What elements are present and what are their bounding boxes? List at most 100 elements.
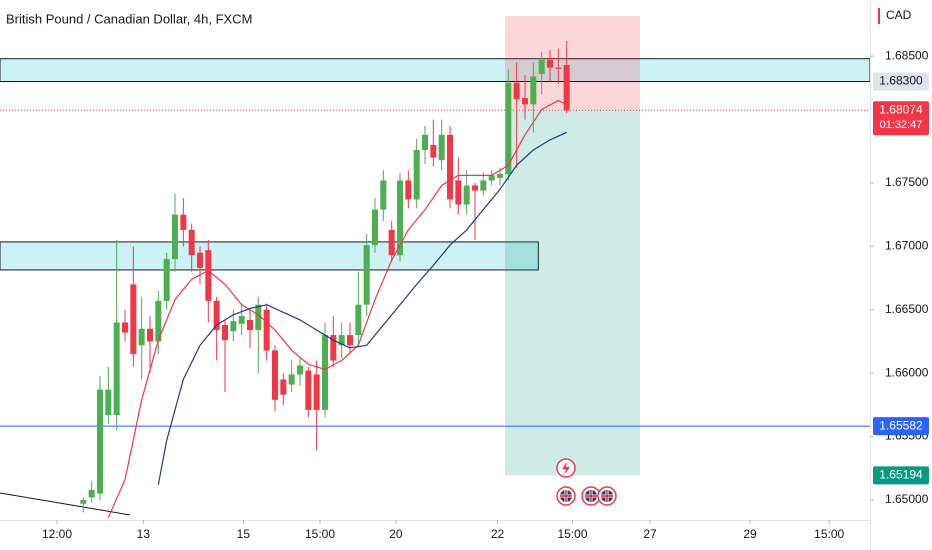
stop-area	[505, 15, 640, 111]
currency-marker	[878, 8, 880, 24]
candle-body	[272, 350, 278, 400]
candle-body	[80, 499, 87, 504]
candle-body	[430, 144, 437, 158]
candle-body	[122, 322, 128, 333]
candle-body	[563, 65, 570, 111]
candle-body	[205, 250, 212, 301]
candle-body	[347, 335, 353, 346]
x-tick-label: 13	[137, 527, 151, 541]
candle-body	[305, 370, 312, 410]
y-tick-label: 1.66000	[885, 365, 929, 379]
chart-title: British Pound / Canadian Dollar, 4h, FXC…	[6, 11, 252, 26]
y-tick-label: 1.66500	[885, 302, 929, 316]
last-price-label: 1.68074	[879, 102, 923, 116]
candle-body	[480, 180, 487, 191]
candle-body	[155, 300, 162, 342]
candle-body	[138, 328, 145, 346]
lightning	[562, 462, 570, 475]
candle-body	[380, 180, 387, 210]
currency-label[interactable]: CAD	[886, 8, 912, 22]
target-badge	[873, 466, 929, 485]
candle-body	[130, 284, 137, 355]
candle-body	[322, 335, 328, 410]
candle-body	[388, 229, 395, 256]
candle-body	[338, 335, 345, 346]
candle-body	[105, 389, 112, 416]
x-tick-label: 15	[237, 527, 251, 541]
zone	[0, 58, 870, 83]
candle-body	[197, 252, 203, 268]
candle-body	[530, 76, 537, 105]
y-tick-label: 1.67500	[885, 175, 929, 189]
candle-body	[363, 245, 370, 305]
candle-body	[505, 82, 512, 175]
price-badge	[873, 72, 929, 91]
x-tick-label: 29	[743, 527, 757, 541]
candle-body	[438, 134, 445, 161]
flag-icon[interactable]	[597, 486, 617, 506]
candle-body	[538, 59, 545, 74]
axes: 1.650001.655001.660001.665001.670001.675…	[42, 48, 929, 541]
y-tick-label: 1.68500	[885, 48, 929, 62]
candle-body	[188, 229, 195, 256]
candle-body	[488, 175, 495, 181]
x-tick-label: 15:00	[557, 527, 587, 541]
last-price-badge	[873, 101, 929, 136]
zone	[0, 241, 539, 271]
y-tick-label: 1.67000	[885, 239, 929, 253]
candle-body	[547, 59, 553, 68]
candle-body	[463, 185, 470, 205]
candle-body	[172, 214, 178, 260]
candle-body	[405, 180, 412, 200]
candle-body	[238, 316, 245, 324]
candle-body	[222, 324, 228, 341]
candle-body	[513, 82, 520, 100]
candle-body	[472, 185, 478, 191]
candle-body	[422, 134, 428, 151]
candle-body	[313, 374, 320, 410]
candle-body	[522, 98, 528, 105]
candle-body	[255, 304, 262, 331]
candle-body	[247, 319, 253, 331]
x-tick-label: 15:00	[305, 527, 335, 541]
candle-body	[113, 322, 120, 416]
price-badge-label: 1.68300	[879, 74, 923, 88]
x-tick-label: 22	[491, 527, 505, 541]
candle-body	[147, 328, 153, 342]
flag-icon[interactable]	[556, 486, 576, 506]
candle-body	[297, 365, 303, 375]
target-area	[505, 110, 640, 476]
moving-average	[157, 131, 567, 485]
candle-body	[88, 489, 95, 498]
candle-body	[372, 209, 378, 246]
candle-body	[288, 374, 295, 385]
y-tick-label: 1.65000	[885, 492, 929, 506]
x-tick-label: 15:00	[814, 527, 844, 541]
moving-average	[107, 99, 567, 518]
trendline	[0, 492, 131, 516]
x-tick-label: 27	[643, 527, 657, 541]
price-badge-label: 1.65582	[879, 418, 923, 432]
candle-body	[213, 300, 220, 331]
candle-body	[280, 379, 287, 395]
candle-body	[163, 259, 170, 301]
countdown-label: 01:32:47	[880, 119, 923, 131]
plot-area	[0, 15, 870, 518]
candle-body	[397, 180, 403, 256]
candle-body	[555, 67, 562, 69]
candle-body	[497, 174, 503, 178]
target-badge-label: 1.65194	[879, 468, 923, 482]
x-tick-label: 20	[389, 527, 403, 541]
candle-body	[455, 180, 462, 205]
candle-body	[447, 134, 453, 200]
candle-body	[230, 321, 237, 332]
price-badge	[873, 417, 929, 436]
candle-body	[355, 304, 362, 336]
x-tick-label: 12:00	[42, 527, 72, 541]
candle-body	[180, 214, 187, 230]
candle-body	[413, 150, 420, 200]
event-icons	[556, 458, 617, 506]
candle-body	[97, 389, 103, 494]
